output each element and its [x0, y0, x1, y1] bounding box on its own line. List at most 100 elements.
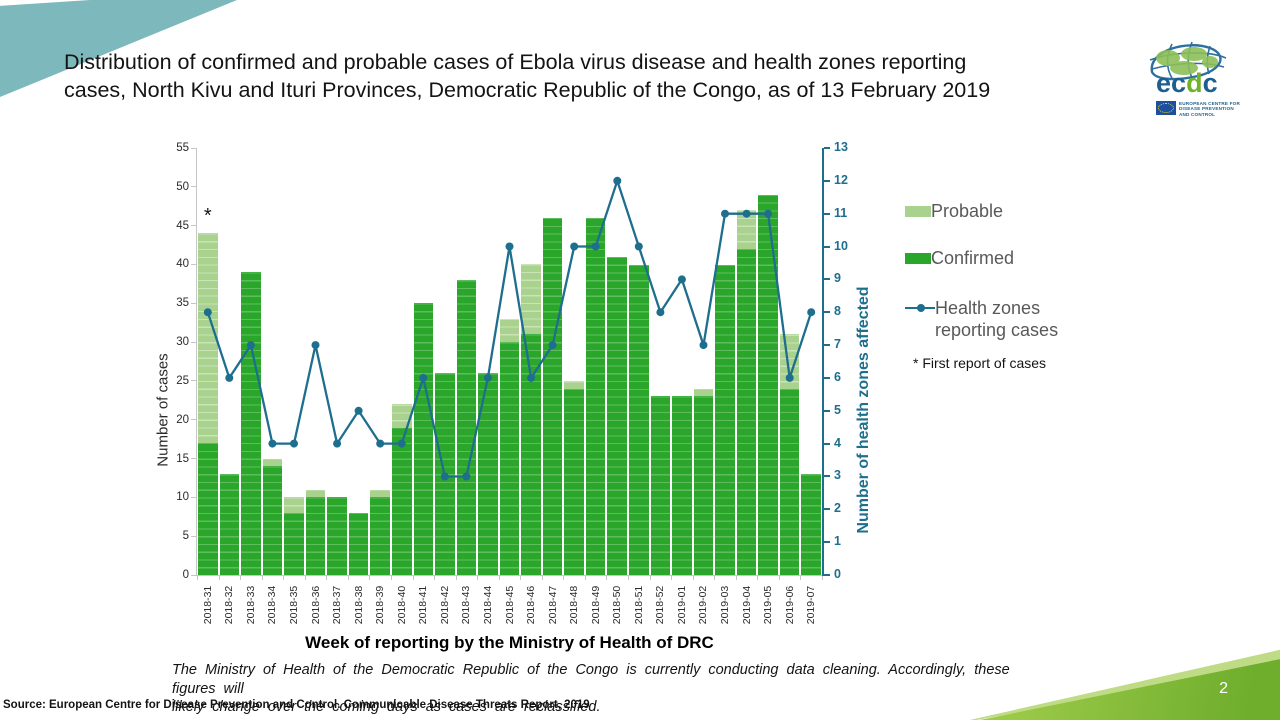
slide-title-line-2: cases, North Kivu and Ituri Provinces, D… — [64, 78, 991, 102]
x-axis-tick — [498, 576, 500, 580]
x-axis-label-2018-39: 2018-39 — [374, 585, 387, 625]
x-axis-tick — [283, 576, 285, 580]
bar-probable-2018-40 — [391, 404, 412, 428]
left-axis-tick-label: 45 — [176, 219, 189, 232]
left-axis-tick — [191, 458, 197, 460]
x-axis-label-2018-33: 2018-33 — [244, 585, 257, 625]
ecdc-caption: EUROPEAN CENTRE FOR DISEASE PREVENTION A… — [1179, 101, 1240, 117]
x-axis-label-2019-06: 2019-06 — [783, 585, 796, 625]
legend-item-confirmed: Confirmed — [905, 247, 1014, 269]
x-axis-tick — [800, 576, 802, 580]
slide-title: Distribution of confirmed and probable c… — [64, 48, 1094, 104]
left-axis-tick-label: 5 — [182, 530, 189, 543]
right-axis-tick — [824, 245, 830, 248]
x-axis-label-2018-35: 2018-35 — [287, 585, 300, 625]
left-axis-tick — [191, 341, 197, 343]
bar-probable-2018-48 — [564, 380, 584, 389]
left-axis-tick — [191, 574, 197, 576]
right-axis-tick-label: 4 — [834, 435, 841, 450]
left-axis-tick-label: 55 — [176, 142, 189, 154]
x-axis-label-2018-36: 2018-36 — [309, 585, 322, 625]
x-axis-label-2018-47: 2018-47 — [546, 585, 559, 625]
bar-probable-2018-46 — [521, 264, 541, 335]
x-axis-label-2018-46: 2018-46 — [525, 585, 538, 625]
right-axis-tick — [824, 409, 830, 412]
right-axis-tick-label: 5 — [834, 402, 841, 417]
x-axis-tick — [735, 576, 737, 580]
ecdc-letter: d — [1186, 68, 1203, 98]
x-axis-label-2018-51: 2018-51 — [632, 585, 645, 625]
ecdc-letter: e — [1156, 68, 1172, 98]
health-zones-point-2018-50 — [613, 176, 622, 185]
x-axis-tick — [347, 576, 349, 580]
x-axis-label-2019-02: 2019-02 — [697, 585, 710, 625]
left-axis-tick — [191, 147, 197, 149]
x-axis-tick — [649, 576, 651, 580]
eu-flag-caption: EUROPEAN CENTRE FOR DISEASE PREVENTION A… — [1156, 101, 1240, 117]
left-axis-tick — [191, 186, 197, 188]
bar-confirmed-2018-33 — [241, 272, 261, 575]
bar-confirmed-2018-50 — [607, 256, 628, 575]
bar-confirmed-2019-05 — [758, 194, 778, 575]
bar-confirmed-2018-46 — [521, 334, 541, 575]
x-axis-tick — [520, 576, 522, 580]
x-axis-tick — [326, 576, 328, 580]
x-axis-label-2018-34: 2018-34 — [266, 585, 279, 625]
x-axis-tick — [240, 576, 242, 580]
health-zones-point-2018-39 — [376, 439, 385, 448]
bar-confirmed-2019-07 — [801, 474, 821, 575]
health-zones-point-2018-48 — [570, 242, 579, 251]
left-axis-tick — [191, 535, 197, 537]
bar-confirmed-2018-40 — [391, 427, 412, 575]
line-marker-icon — [905, 297, 935, 319]
left-axis-tick-label: 50 — [176, 180, 189, 193]
health-zones-point-2019-02 — [699, 341, 708, 350]
bar-confirmed-2018-36 — [305, 497, 326, 575]
x-axis-tick — [455, 576, 457, 580]
left-axis-line — [196, 148, 197, 576]
ecdc-logo: ecdc EUROPEAN CENTRE FOR DISEASE PREVENT… — [1138, 38, 1242, 117]
bar-confirmed-2018-38 — [348, 512, 369, 575]
right-axis-tick-label: 11 — [834, 205, 848, 220]
legend-label: Probable — [931, 201, 1004, 221]
right-axis-tick — [824, 344, 830, 347]
x-axis-tick — [261, 576, 263, 580]
right-axis-tick-label: 8 — [834, 304, 841, 319]
bar-confirmed-2018-31 — [198, 443, 218, 575]
right-axis-tick — [824, 278, 830, 281]
x-axis-tick — [412, 576, 414, 580]
x-axis-label-2018-38: 2018-38 — [352, 585, 365, 625]
bar-confirmed-2019-04 — [736, 248, 757, 575]
x-axis-label-2018-40: 2018-40 — [395, 585, 408, 625]
right-axis-tick-label: 6 — [834, 369, 841, 384]
x-axis-tick — [197, 576, 198, 580]
left-axis-tick-label: 10 — [176, 491, 189, 504]
source-line: Source: European Centre for Disease Prev… — [3, 699, 590, 711]
right-axis-tick-label: 7 — [834, 337, 841, 352]
health-zones-point-2018-34 — [268, 439, 277, 448]
health-zones-point-2018-36 — [311, 341, 320, 350]
right-axis-tick — [824, 475, 830, 478]
health-zones-point-2019-07 — [807, 308, 816, 317]
legend-footnote: * First report of cases — [913, 355, 1047, 371]
x-axis-label-2019-05: 2019-05 — [762, 585, 775, 625]
right-axis-tick — [824, 442, 830, 445]
bar-confirmed-2018-32 — [219, 474, 240, 575]
x-axis-label-2019-01: 2019-01 — [675, 585, 688, 625]
health-zones-point-2018-32 — [225, 373, 234, 382]
x-axis-label-2018-48: 2018-48 — [568, 585, 581, 625]
health-zones-point-2018-51 — [634, 242, 643, 251]
health-zones-point-2018-52 — [656, 308, 665, 317]
x-axis-label-2018-42: 2018-42 — [438, 585, 451, 625]
left-axis-tick-label: 30 — [176, 336, 189, 349]
bar-probable-2018-34 — [262, 458, 283, 467]
bar-probable-2019-02 — [693, 388, 714, 397]
x-axis-label-2018-31: 2018-31 — [201, 585, 214, 625]
x-axis-label-2018-52: 2018-52 — [654, 585, 667, 625]
slide-title-line-1: Distribution of confirmed and probable c… — [64, 50, 967, 74]
x-axis-tick — [692, 576, 694, 580]
bar-probable-2019-04 — [736, 210, 757, 249]
left-axis-tick — [191, 380, 197, 382]
x-axis-tick — [778, 576, 780, 580]
ecdc-globe-icon — [1149, 41, 1227, 81]
